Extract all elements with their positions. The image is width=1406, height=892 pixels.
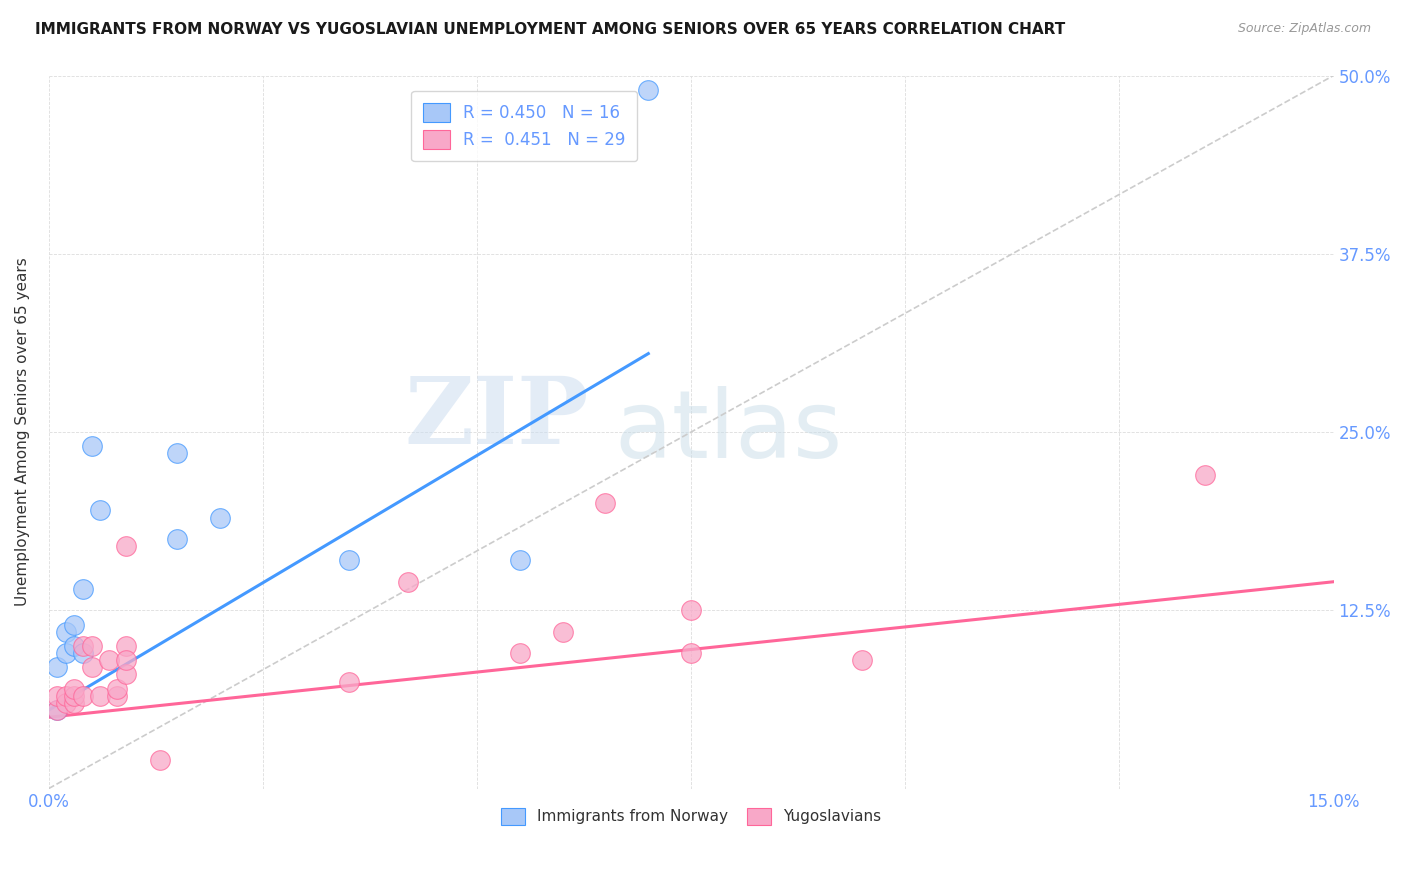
Point bbox=[63, 696, 86, 710]
Point bbox=[1194, 467, 1216, 482]
Point bbox=[105, 681, 128, 696]
Point bbox=[46, 703, 69, 717]
Point bbox=[637, 83, 659, 97]
Point bbox=[63, 639, 86, 653]
Point bbox=[55, 696, 77, 710]
Text: Source: ZipAtlas.com: Source: ZipAtlas.com bbox=[1237, 22, 1371, 36]
Point bbox=[105, 689, 128, 703]
Point bbox=[851, 653, 873, 667]
Point bbox=[209, 510, 232, 524]
Point bbox=[681, 603, 703, 617]
Point bbox=[337, 553, 360, 567]
Point bbox=[509, 553, 531, 567]
Point bbox=[72, 689, 94, 703]
Point bbox=[46, 689, 69, 703]
Point bbox=[89, 503, 111, 517]
Point bbox=[55, 624, 77, 639]
Point bbox=[89, 689, 111, 703]
Point bbox=[63, 689, 86, 703]
Point bbox=[55, 689, 77, 703]
Legend: Immigrants from Norway, Yugoslavians: Immigrants from Norway, Yugoslavians bbox=[492, 798, 890, 834]
Y-axis label: Unemployment Among Seniors over 65 years: Unemployment Among Seniors over 65 years bbox=[15, 258, 30, 607]
Point bbox=[681, 646, 703, 660]
Point bbox=[72, 582, 94, 596]
Point bbox=[80, 639, 103, 653]
Point bbox=[551, 624, 574, 639]
Point bbox=[46, 660, 69, 674]
Point bbox=[80, 660, 103, 674]
Point bbox=[166, 446, 188, 460]
Point bbox=[398, 574, 420, 589]
Point bbox=[114, 667, 136, 681]
Point bbox=[63, 681, 86, 696]
Point bbox=[72, 639, 94, 653]
Point bbox=[46, 703, 69, 717]
Point bbox=[114, 639, 136, 653]
Point bbox=[166, 532, 188, 546]
Point bbox=[72, 646, 94, 660]
Point bbox=[55, 646, 77, 660]
Point bbox=[97, 653, 120, 667]
Point bbox=[63, 617, 86, 632]
Point bbox=[337, 674, 360, 689]
Point bbox=[595, 496, 617, 510]
Text: ZIP: ZIP bbox=[404, 373, 588, 463]
Point bbox=[114, 539, 136, 553]
Point bbox=[149, 753, 172, 767]
Point bbox=[114, 653, 136, 667]
Text: IMMIGRANTS FROM NORWAY VS YUGOSLAVIAN UNEMPLOYMENT AMONG SENIORS OVER 65 YEARS C: IMMIGRANTS FROM NORWAY VS YUGOSLAVIAN UN… bbox=[35, 22, 1066, 37]
Point bbox=[80, 439, 103, 453]
Point bbox=[509, 646, 531, 660]
Text: atlas: atlas bbox=[614, 386, 842, 478]
